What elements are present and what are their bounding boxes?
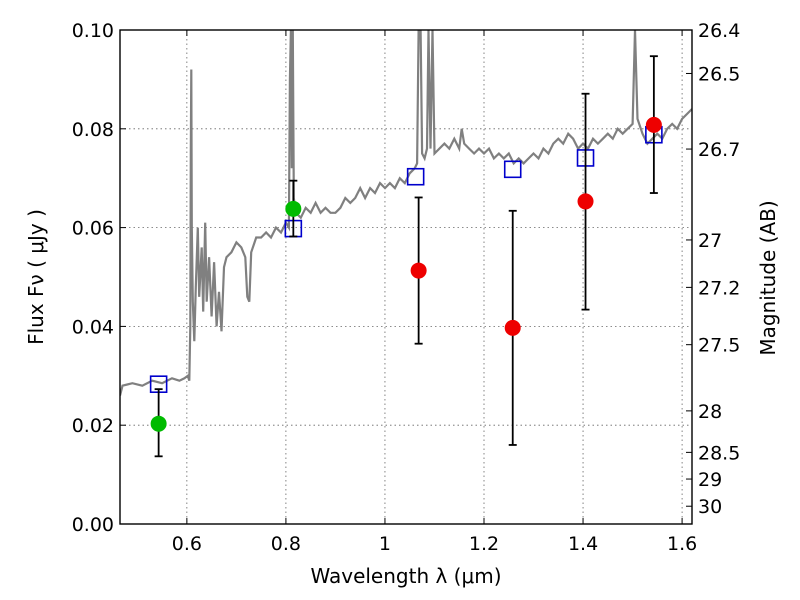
data-point [645, 116, 662, 133]
grid-lines [120, 30, 692, 524]
mag-tick-label: 27.5 [698, 335, 740, 357]
x-tick-label: 0.8 [271, 533, 301, 555]
mag-tick-label: 30 [698, 496, 722, 518]
mag-tick-label: 28 [698, 401, 722, 423]
y-tick-label: 0.10 [72, 20, 114, 42]
model-square [503, 160, 522, 179]
mag-tick-label: 27 [698, 230, 722, 252]
data-point [285, 200, 302, 217]
plot-area [120, 30, 692, 458]
y-tick-label: 0.00 [72, 514, 114, 536]
y-tick-label: 0.04 [72, 316, 114, 338]
plot-frame [119, 29, 693, 525]
axis-ticks: 0.6 0.8 1 1.2 1.4 1.6 0.00 0.02 0.04 0.06 0.08 0.10… [72, 20, 741, 555]
y-tick-label: 0.02 [72, 415, 114, 437]
right-axis-label: Magnitude (AB) [756, 200, 780, 355]
mag-tick-label: 27.2 [698, 277, 740, 299]
x-tick-label: 1.2 [469, 533, 499, 555]
mag-tick-label: 29 [698, 469, 722, 491]
x-axis-label: Wavelength λ (μm) [310, 564, 501, 588]
data-point [577, 193, 594, 210]
data-point [410, 262, 427, 279]
model-square [406, 167, 425, 186]
x-tick-label: 1 [379, 533, 391, 555]
x-tick-label: 0.6 [172, 533, 202, 555]
spectrum-line [120, 30, 692, 396]
mag-tick-label: 28.5 [698, 442, 740, 464]
x-tick-label: 1.6 [667, 533, 697, 555]
data-point [150, 415, 167, 432]
data-point [504, 319, 521, 336]
mag-tick-label: 26.7 [698, 139, 740, 161]
mag-tick-label: 26.4 [698, 20, 740, 42]
y-tick-label: 0.06 [72, 218, 114, 240]
y-tick-label: 0.08 [72, 119, 114, 141]
x-tick-label: 1.4 [568, 533, 598, 555]
mag-tick-label: 26.5 [698, 63, 740, 85]
y-axis-label: Flux Fν ( μJy ) [24, 209, 48, 345]
